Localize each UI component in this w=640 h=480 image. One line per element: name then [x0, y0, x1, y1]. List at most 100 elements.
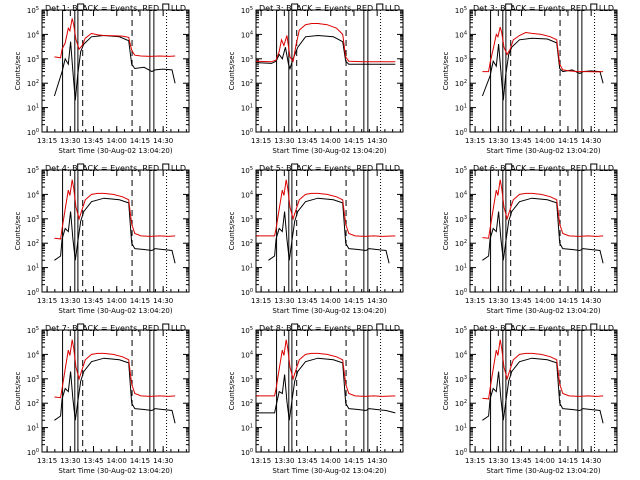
- y-tick-label: 101: [455, 264, 467, 273]
- y-tick-label: 102: [241, 399, 253, 408]
- chart-panel-9: Det 9: BLACK = Events, RED = LLD 100 101 10…: [442, 323, 618, 475]
- x-tick-label: 13:15: [37, 457, 57, 465]
- x-tick-label: 13:45: [83, 297, 103, 305]
- x-tick-label: 14:15: [558, 297, 578, 305]
- series-line-lld: [482, 26, 604, 73]
- x-tick-label: 14:00: [107, 137, 127, 145]
- y-axis-label: Counts/sec: [228, 212, 236, 251]
- x-tick-label: 13:15: [465, 137, 485, 145]
- y-tick-label: 104: [241, 30, 253, 39]
- y-axis-label: Counts/sec: [442, 52, 450, 91]
- chart-title: Det 3: BLACK = Events, RED = LLD: [259, 4, 400, 13]
- x-tick-label: 13:45: [511, 137, 531, 145]
- y-tick-label: 103: [455, 55, 467, 64]
- x-tick-label: 14:00: [321, 137, 341, 145]
- x-tick-label: 13:15: [37, 137, 57, 145]
- marker-box: [505, 323, 513, 331]
- y-tick-label: 101: [27, 104, 39, 113]
- marker-box: [291, 3, 299, 11]
- x-tick-label: 14:00: [107, 297, 127, 305]
- marker-box: [590, 3, 598, 11]
- x-tick-label: 13:15: [37, 297, 57, 305]
- y-tick-label: 101: [241, 264, 253, 273]
- x-axis-label: Start Time (30-Aug-02 13:04:20): [486, 467, 600, 475]
- series-line-events: [481, 37, 604, 101]
- y-tick-label: 105: [455, 326, 467, 335]
- x-axis-label: Start Time (30-Aug-02 13:04:20): [486, 307, 600, 315]
- chart-title: Det 5: BLACK = Events, RED = LLD: [259, 164, 400, 173]
- marker-box: [505, 3, 513, 11]
- series-line-lld: [256, 339, 396, 397]
- y-tick-label: 104: [27, 350, 39, 359]
- x-tick-label: 14:15: [558, 137, 578, 145]
- x-tick-label: 13:45: [83, 457, 103, 465]
- x-axis-label: Start Time (30-Aug-02 13:04:20): [272, 147, 386, 155]
- x-tick-label: 14:30: [581, 137, 601, 145]
- y-tick-label: 100: [455, 128, 467, 137]
- x-tick-label: 13:30: [274, 297, 294, 305]
- marker-box: [162, 163, 170, 171]
- y-tick-label: 101: [241, 424, 253, 433]
- x-axis-label: Start Time (30-Aug-02 13:04:20): [486, 147, 600, 155]
- x-tick-label: 14:00: [535, 297, 555, 305]
- series-line-events: [268, 197, 390, 264]
- y-tick-label: 100: [241, 448, 253, 457]
- x-tick-label: 14:30: [153, 297, 173, 305]
- y-tick-label: 104: [241, 190, 253, 199]
- x-tick-label: 14:30: [153, 137, 173, 145]
- x-tick-label: 13:30: [488, 297, 508, 305]
- y-tick-label: 105: [241, 6, 253, 15]
- x-tick-label: 13:45: [297, 297, 317, 305]
- chart-title: Det 1: BLACK = Events, RED = LLD: [45, 4, 186, 13]
- x-tick-label: 14:15: [344, 297, 364, 305]
- y-tick-label: 103: [455, 215, 467, 224]
- x-tick-label: 13:15: [251, 137, 271, 145]
- x-tick-label: 13:45: [511, 457, 531, 465]
- y-tick-label: 104: [27, 30, 39, 39]
- y-axis-label: Counts/sec: [14, 212, 22, 251]
- chart-panel-3: Det 3: BLACK = Events, RED = LLD 100 101 10…: [442, 3, 618, 155]
- y-tick-label: 100: [27, 448, 39, 457]
- x-tick-label: 14:15: [344, 457, 364, 465]
- chart-panel-5: Det 5: BLACK = Events, RED = LLD 100 101 10…: [228, 163, 404, 315]
- series-line-events: [256, 357, 396, 421]
- y-tick-label: 100: [241, 128, 253, 137]
- series-line-lld: [482, 179, 604, 239]
- y-tick-label: 103: [455, 375, 467, 384]
- series-line-events: [54, 197, 176, 264]
- chart-title: Det 4: BLACK = Events, RED = LLD: [45, 164, 186, 173]
- chart-title: Det 7: BLACK = Events, RED = LLD: [45, 324, 186, 333]
- x-tick-label: 13:15: [251, 297, 271, 305]
- x-tick-label: 14:15: [130, 457, 150, 465]
- chart-panel-6: Det 6: BLACK = Events, RED = LLD 100 101 10…: [442, 163, 618, 315]
- y-tick-label: 104: [455, 190, 467, 199]
- series-line-lld: [255, 23, 396, 63]
- y-tick-label: 103: [241, 215, 253, 224]
- y-tick-label: 102: [27, 79, 39, 88]
- y-tick-label: 103: [27, 215, 39, 224]
- x-tick-label: 14:15: [130, 137, 150, 145]
- x-tick-label: 13:45: [83, 137, 103, 145]
- y-tick-label: 102: [455, 239, 467, 248]
- marker-box: [77, 323, 85, 331]
- x-tick-label: 14:30: [153, 457, 173, 465]
- y-tick-label: 101: [455, 424, 467, 433]
- series-line-events: [482, 357, 604, 424]
- y-tick-label: 105: [241, 166, 253, 175]
- plot-frame: [255, 169, 404, 293]
- y-tick-label: 105: [27, 166, 39, 175]
- y-tick-label: 102: [241, 239, 253, 248]
- chart-panel-2: Det 3: BLACK = Events, RED = LLD 100 101 10…: [228, 3, 404, 155]
- y-tick-label: 102: [241, 79, 253, 88]
- y-tick-label: 101: [241, 104, 253, 113]
- series-line-lld: [54, 339, 176, 399]
- y-axis-label: Counts/sec: [228, 52, 236, 91]
- plot-frame: [469, 9, 618, 133]
- y-tick-label: 102: [27, 399, 39, 408]
- x-tick-label: 13:30: [60, 137, 80, 145]
- y-tick-label: 102: [27, 239, 39, 248]
- y-tick-label: 105: [241, 326, 253, 335]
- marker-box: [376, 3, 384, 11]
- x-tick-label: 13:15: [465, 297, 485, 305]
- x-axis-label: Start Time (30-Aug-02 13:04:20): [58, 147, 172, 155]
